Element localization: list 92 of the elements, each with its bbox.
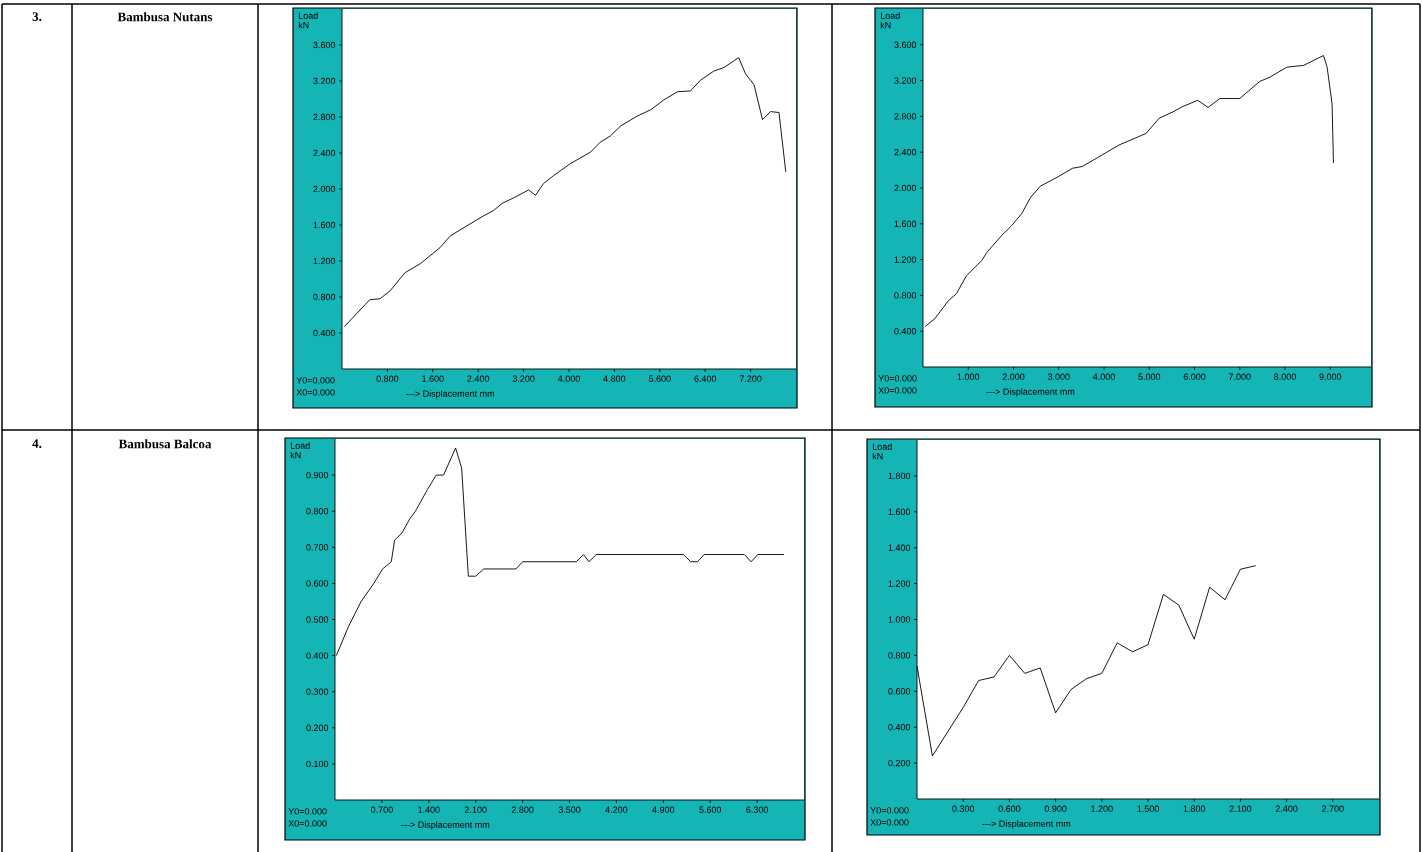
- x-tick-label: 1.000: [957, 373, 980, 380]
- y-tick-label: 0.600: [306, 580, 329, 587]
- y-tick-label: 0.400: [888, 724, 911, 731]
- x-tick-label: 2.700: [1322, 805, 1344, 812]
- text: Y0=0.000: [870, 807, 909, 814]
- text: X0=0.000: [288, 820, 327, 827]
- x-tick-label: 3.500: [558, 806, 581, 813]
- y-axis-title: Load kN: [290, 442, 310, 459]
- y-tick-label: 2.800: [313, 113, 336, 121]
- x-tick-label: 1.800: [1183, 805, 1206, 812]
- y-tick-label: 2.400: [313, 149, 336, 157]
- y-tick-label: 1.200: [313, 257, 336, 265]
- y-tick-label: 3.200: [894, 77, 917, 84]
- x-axis-title: ---> Displacement mm: [406, 390, 495, 399]
- y-tick-label: 1.000: [888, 616, 911, 623]
- text: Y0=0.000: [288, 808, 327, 815]
- text: Bambusa Nutans: [117, 12, 213, 22]
- x-tick-label: 3.200: [512, 375, 535, 382]
- x-tick-label: 1.400: [418, 806, 440, 813]
- x-tick-label: 5.600: [699, 806, 722, 813]
- y-tick-label: 0.600: [888, 688, 911, 695]
- y-tick-label: 0.800: [888, 652, 911, 659]
- text: X0=0.000: [296, 389, 335, 396]
- y-tick-label: 2.400: [894, 149, 917, 156]
- x-axis-title: ---> Displacement mm: [401, 821, 490, 830]
- y-tick-label: 0.500: [306, 616, 329, 623]
- text: Y0=0.000: [878, 375, 917, 382]
- x-tick-label: 2.400: [467, 375, 490, 382]
- x-tick-label: 5.600: [648, 375, 671, 382]
- x-tick-label: 9.000: [1319, 373, 1342, 380]
- y-tick-label: 0.800: [306, 508, 329, 515]
- x-tick-label: 2.400: [1275, 805, 1298, 812]
- y-tick-label: 0.100: [306, 760, 329, 768]
- x-tick-label: 4.000: [557, 375, 580, 382]
- x-tick-label: 4.800: [603, 375, 626, 382]
- y-tick-label: 0.800: [313, 293, 336, 301]
- text: Bambusa Balcoa: [118, 439, 212, 449]
- x-tick-label: 8.000: [1274, 373, 1296, 380]
- x-tick-label: 4.900: [652, 806, 675, 813]
- x-tick-label: 1.500: [1137, 805, 1159, 812]
- y-tick-label: 1.400: [888, 544, 911, 551]
- y-tick-label: 1.200: [888, 580, 911, 587]
- x-tick-label: 4.200: [605, 806, 628, 813]
- x-tick-label: 1.600: [422, 375, 444, 382]
- x-axis-title: ---> Displacement mm: [986, 388, 1075, 397]
- x-tick-label: 6.300: [746, 806, 769, 813]
- y-axis-title: Load kN: [298, 12, 318, 29]
- y-tick-label: 0.400: [894, 328, 917, 335]
- x-tick-label: 6.400: [694, 375, 717, 382]
- y-tick-label: 0.400: [313, 329, 336, 337]
- y-tick-label: 0.400: [306, 652, 329, 659]
- y-axis-title: Load kN: [880, 12, 900, 29]
- x-tick-label: 7.200: [739, 375, 762, 382]
- y-tick-label: 0.800: [894, 292, 917, 299]
- x-tick-label: 2.100: [464, 806, 487, 813]
- y-tick-label: 0.200: [306, 724, 329, 731]
- x-tick-label: 6.000: [1183, 373, 1206, 380]
- x-tick-label: 0.600: [998, 805, 1021, 812]
- x-axis-title: ---> Displacement mm: [982, 820, 1071, 829]
- text: 3.: [32, 12, 42, 21]
- x-tick-label: 2.800: [511, 806, 534, 813]
- y-tick-label: 0.300: [306, 688, 329, 695]
- y-tick-label: 1.600: [313, 221, 336, 229]
- y-axis-title: Load kN: [872, 443, 892, 460]
- y-tick-label: 0.700: [306, 544, 329, 551]
- x-tick-label: 1.200: [1091, 805, 1113, 812]
- text: X0=0.000: [878, 387, 917, 394]
- text: Y0=0.000: [296, 377, 335, 384]
- y-tick-label: 1.600: [888, 508, 911, 515]
- y-tick-label: 2.800: [894, 113, 917, 120]
- x-tick-label: 2.100: [1229, 805, 1252, 812]
- y-tick-label: 3.200: [313, 77, 336, 85]
- x-tick-label: 2.000: [1002, 373, 1025, 380]
- x-tick-label: 0.900: [1044, 805, 1067, 812]
- x-tick-label: 3.000: [1047, 373, 1070, 380]
- y-tick-label: 0.200: [888, 759, 911, 767]
- x-tick-label: 7.000: [1228, 373, 1251, 380]
- text: 4.: [32, 439, 42, 448]
- y-tick-label: 2.000: [313, 185, 336, 193]
- x-tick-label: 0.300: [952, 805, 975, 812]
- text: X0=0.000: [870, 819, 909, 826]
- y-tick-label: 1.200: [894, 256, 917, 263]
- x-tick-label: 5.000: [1138, 373, 1161, 380]
- y-tick-label: 3.600: [313, 41, 336, 49]
- x-tick-label: 4.000: [1092, 373, 1115, 380]
- y-tick-label: 0.900: [306, 471, 329, 479]
- y-tick-label: 2.000: [894, 184, 917, 192]
- y-tick-label: 3.600: [894, 41, 917, 48]
- y-tick-label: 1.800: [888, 472, 911, 480]
- x-tick-label: 0.800: [376, 375, 399, 382]
- x-tick-label: 0.700: [370, 806, 393, 813]
- y-tick-label: 1.600: [894, 220, 917, 227]
